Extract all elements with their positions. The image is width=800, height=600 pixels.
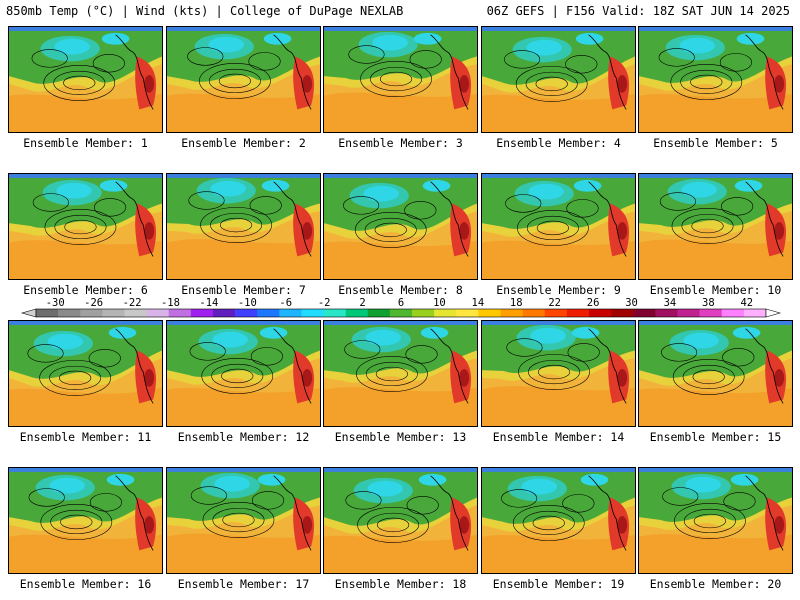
- ensemble-panel-14: Ensemble Member: 14: [481, 320, 636, 444]
- temperature-map: [8, 320, 163, 427]
- member-label: Ensemble Member: 10: [649, 283, 782, 297]
- ensemble-panel-16: Ensemble Member: 16: [8, 467, 163, 591]
- ensemble-panel-2: Ensemble Member: 2: [166, 26, 321, 150]
- member-label: Ensemble Member: 8: [338, 283, 463, 297]
- colorbar-tick-label: -22: [123, 297, 142, 309]
- member-label: Ensemble Member: 2: [181, 136, 306, 150]
- colorbar-tick-label: 2: [359, 297, 365, 309]
- colorbar-tick-label: 18: [510, 297, 523, 309]
- colorbar-tick-label: 42: [740, 297, 753, 309]
- temperature-map: [166, 467, 321, 574]
- colorbar-tick-label: 26: [587, 297, 600, 309]
- member-label: Ensemble Member: 14: [492, 430, 625, 444]
- temperature-map: [166, 173, 321, 280]
- temperature-map: [481, 320, 636, 427]
- temperature-map: [323, 26, 478, 133]
- colorbar-tick-label: 14: [472, 297, 485, 309]
- ensemble-panel-4: Ensemble Member: 4: [481, 26, 636, 150]
- ensemble-panel-12: Ensemble Member: 12: [166, 320, 321, 444]
- member-label: Ensemble Member: 3: [338, 136, 463, 150]
- member-label: Ensemble Member: 1: [23, 136, 148, 150]
- ensemble-panel-11: Ensemble Member: 11: [8, 320, 163, 444]
- colorbar-tick-label: 6: [398, 297, 404, 309]
- member-label: Ensemble Member: 20: [649, 577, 782, 591]
- member-label: Ensemble Member: 12: [177, 430, 310, 444]
- colorbar-tick-label: -30: [46, 297, 65, 309]
- colorbar-tick-label: 30: [625, 297, 638, 309]
- temperature-colorbar: -30 -26 -22 -18 -14 -10 -6 -2 2 6 10 14 18 22 26 30 34 38…: [20, 297, 782, 318]
- ensemble-panel-7: Ensemble Member: 7: [166, 173, 321, 297]
- colorbar-tick-label: 34: [664, 297, 677, 309]
- member-label: Ensemble Member: 17: [177, 577, 310, 591]
- temperature-map: [166, 320, 321, 427]
- temperature-map: [638, 173, 793, 280]
- temperature-map: [323, 467, 478, 574]
- colorbar-tick-label: 38: [702, 297, 715, 309]
- member-label: Ensemble Member: 5: [653, 136, 778, 150]
- temperature-map: [323, 320, 478, 427]
- temperature-map: [638, 26, 793, 133]
- ensemble-panel-1: Ensemble Member: 1: [8, 26, 163, 150]
- colorbar-tick-label: -14: [199, 297, 218, 309]
- colorbar-tick-label: -26: [84, 297, 103, 309]
- ensemble-panel-15: Ensemble Member: 15: [638, 320, 793, 444]
- temperature-map: [638, 467, 793, 574]
- ensemble-panel-8: Ensemble Member: 8: [323, 173, 478, 297]
- member-label: Ensemble Member: 7: [181, 283, 306, 297]
- temperature-map: [8, 467, 163, 574]
- run-valid-time: 06Z GEFS | F156 Valid: 18Z SAT JUN 14 20…: [486, 4, 790, 18]
- member-label: Ensemble Member: 11: [19, 430, 152, 444]
- member-label: Ensemble Member: 16: [19, 577, 152, 591]
- member-label: Ensemble Member: 4: [496, 136, 621, 150]
- member-label: Ensemble Member: 6: [23, 283, 148, 297]
- temperature-map: [8, 26, 163, 133]
- colorbar-tick-label: -6: [279, 297, 292, 309]
- ensemble-panel-19: Ensemble Member: 19: [481, 467, 636, 591]
- colorbar-tick-label: -18: [161, 297, 180, 309]
- temperature-map: [323, 173, 478, 280]
- ensemble-panel-20: Ensemble Member: 20: [638, 467, 793, 591]
- member-label: Ensemble Member: 13: [334, 430, 467, 444]
- member-label: Ensemble Member: 15: [649, 430, 782, 444]
- ensemble-panel-3: Ensemble Member: 3: [323, 26, 478, 150]
- member-label: Ensemble Member: 9: [496, 283, 621, 297]
- temperature-map: [166, 26, 321, 133]
- colorbar-tick-label: -10: [238, 297, 257, 309]
- temperature-map: [638, 320, 793, 427]
- chart-title: 850mb Temp (°C) | Wind (kts) | College o…: [6, 4, 404, 18]
- temperature-map: [8, 173, 163, 280]
- member-label: Ensemble Member: 19: [492, 577, 625, 591]
- ensemble-panel-10: Ensemble Member: 10: [638, 173, 793, 297]
- temperature-map: [481, 26, 636, 133]
- colorbar-tick-label: 22: [548, 297, 561, 309]
- colorbar-tick-label: 10: [433, 297, 446, 309]
- temperature-map: [481, 173, 636, 280]
- ensemble-panel-9: Ensemble Member: 9: [481, 173, 636, 297]
- ensemble-panel-6: Ensemble Member: 6: [8, 173, 163, 297]
- ensemble-panel-18: Ensemble Member: 18: [323, 467, 478, 591]
- colorbar-tick-label: -2: [318, 297, 331, 309]
- ensemble-panel-5: Ensemble Member: 5: [638, 26, 793, 150]
- ensemble-panel-13: Ensemble Member: 13: [323, 320, 478, 444]
- ensemble-panel-17: Ensemble Member: 17: [166, 467, 321, 591]
- member-label: Ensemble Member: 18: [334, 577, 467, 591]
- temperature-map: [481, 467, 636, 574]
